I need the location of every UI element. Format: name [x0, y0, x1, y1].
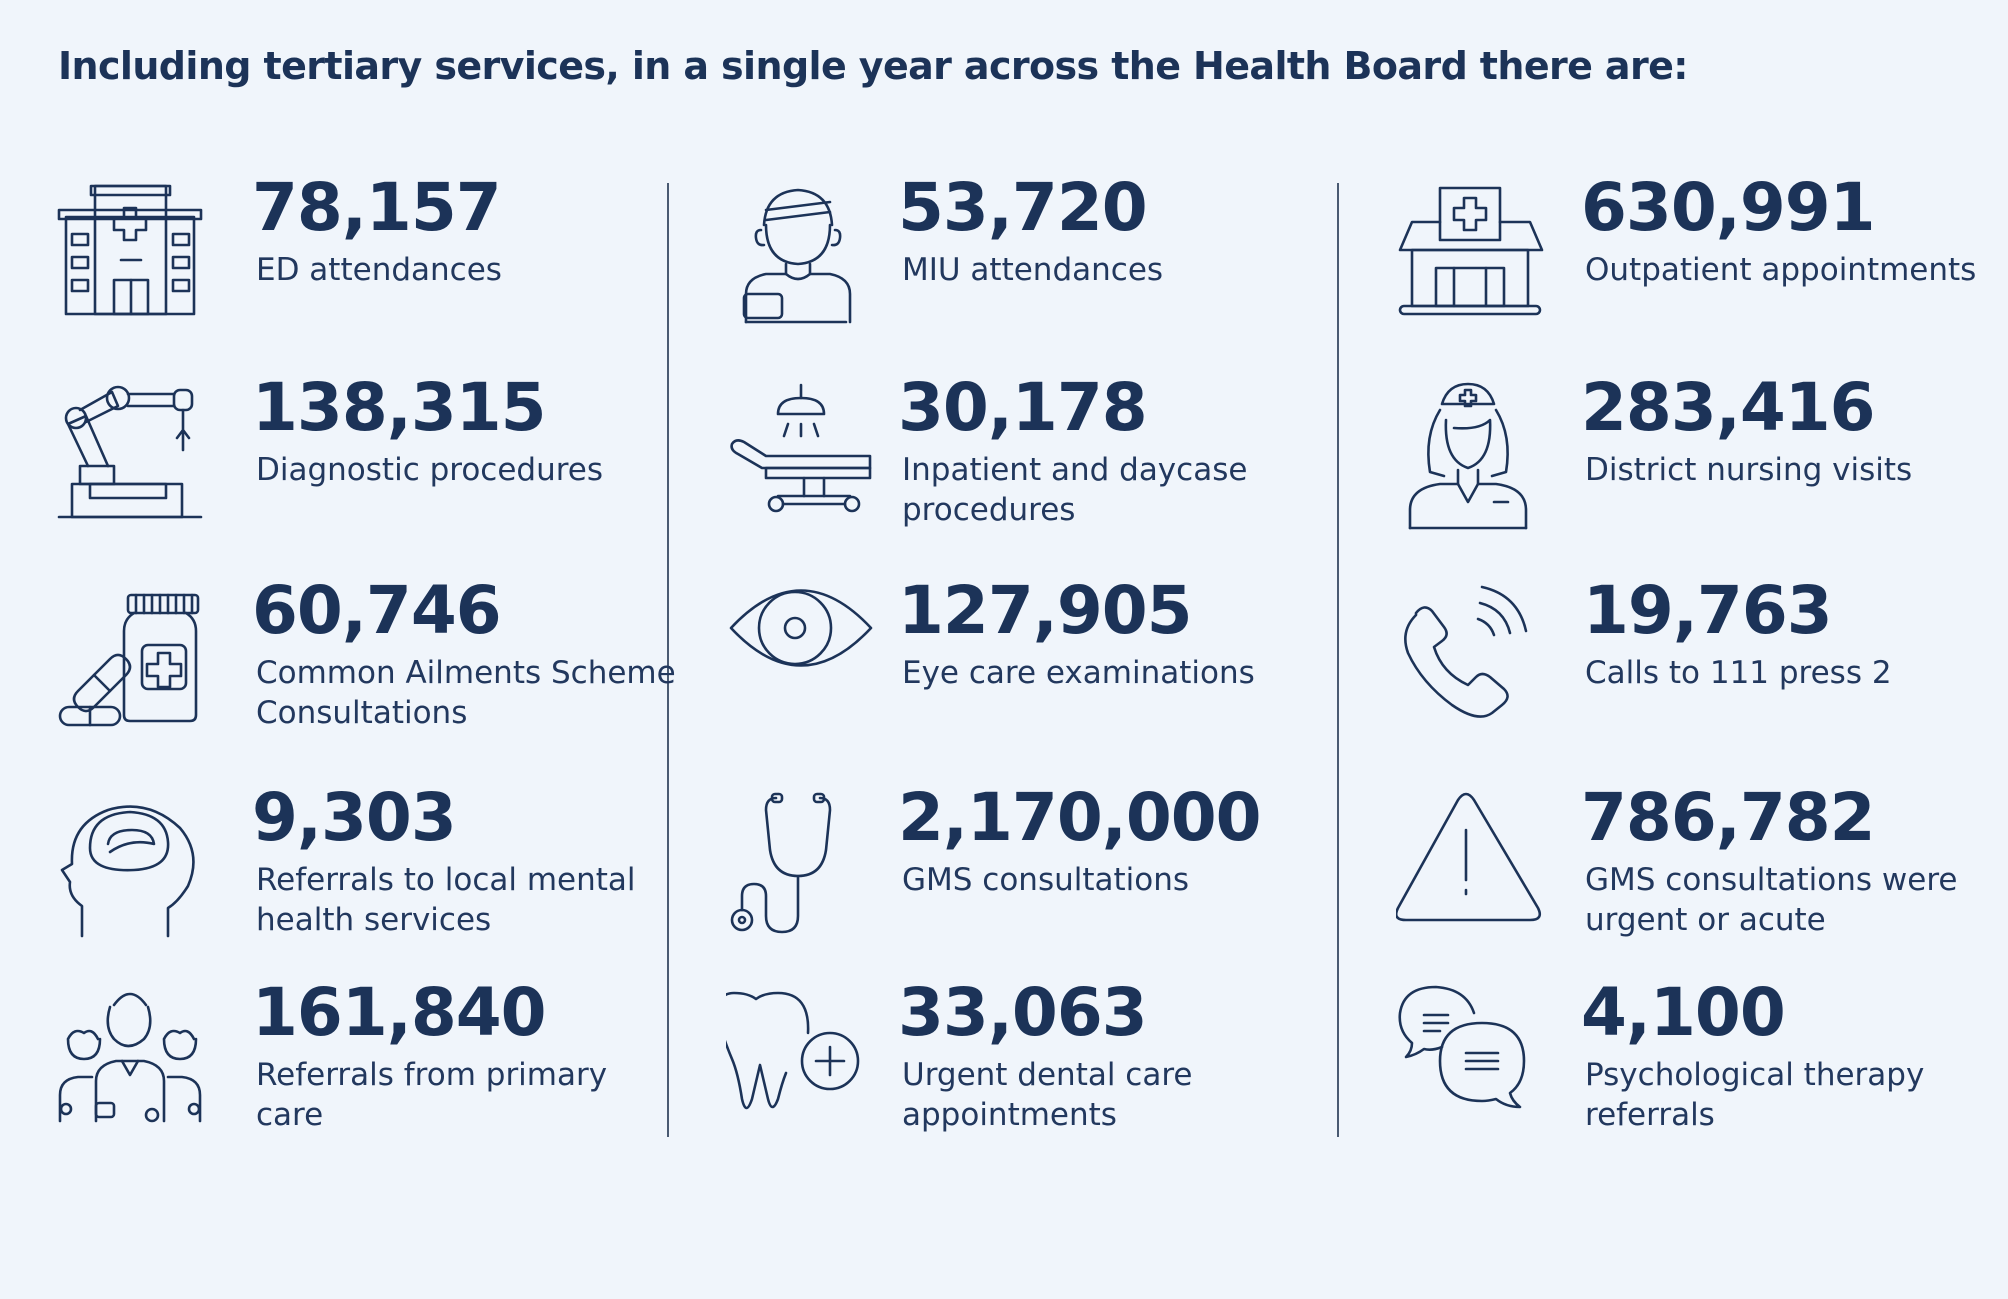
stethoscope-icon	[726, 790, 876, 940]
stat-label: MIU attendances	[902, 252, 1164, 288]
column-divider	[667, 183, 669, 1137]
operating-table-icon	[726, 380, 876, 530]
stat-miu-attendances: 53,720 MIU attendances	[726, 171, 1326, 370]
column-divider	[1337, 183, 1339, 1137]
stat-value: 9,303	[252, 779, 457, 856]
stat-label: Common Ailments Scheme Consultations	[256, 655, 676, 731]
stat-outpatient-appointments: 630,991 Outpatient appointments	[1396, 171, 1996, 370]
stat-label: Eye care examinations	[902, 655, 1255, 691]
stat-label: Referrals to local mental health service…	[256, 862, 636, 938]
stat-mental-health: 9,303 Referrals to local mental health s…	[56, 781, 656, 980]
stat-value: 33,063	[898, 974, 1148, 1051]
stat-value: 630,991	[1581, 169, 1876, 246]
stat-label: Urgent dental care appointments	[902, 1057, 1193, 1133]
medical-team-icon	[56, 985, 206, 1135]
nurse-icon	[1396, 380, 1546, 530]
stat-value: 138,315	[252, 369, 547, 446]
stat-value: 127,905	[898, 572, 1193, 649]
stat-label: GMS consultations	[902, 862, 1190, 898]
stat-inpatient-procedures: 30,178 Inpatient and daycase procedures	[726, 371, 1326, 570]
warning-triangle-icon	[1396, 790, 1546, 940]
stat-district-nursing: 283,416 District nursing visits	[1396, 371, 1996, 570]
robotic-arm-icon	[56, 380, 206, 530]
stat-value: 30,178	[898, 369, 1148, 446]
stat-label: Calls to 111 press 2	[1585, 655, 1892, 691]
stat-label: District nursing visits	[1585, 452, 1913, 488]
stat-common-ailments: 60,746 Common Ailments Scheme Consultati…	[56, 574, 676, 773]
stat-ed-attendances: 78,157 ED attendances	[56, 171, 656, 370]
chat-bubbles-icon	[1396, 985, 1546, 1135]
stat-value: 4,100	[1581, 974, 1786, 1051]
stat-value: 2,170,000	[898, 779, 1262, 856]
stat-label: ED attendances	[256, 252, 502, 288]
stat-value: 78,157	[252, 169, 502, 246]
stat-psychological-therapy: 4,100 Psychological therapy referrals	[1396, 976, 1996, 1175]
stat-value: 60,746	[252, 572, 502, 649]
stat-value: 19,763	[1583, 572, 1833, 649]
stat-calls-111: 19,763 Calls to 111 press 2	[1396, 574, 1996, 773]
stat-label: GMS consultations were urgent or acute	[1585, 862, 1958, 938]
stat-eye-care: 127,905 Eye care examinations	[726, 574, 1326, 773]
stat-gms-consultations: 2,170,000 GMS consultations	[726, 781, 1326, 980]
tooth-plus-icon	[726, 985, 876, 1135]
phone-call-icon	[1396, 583, 1546, 733]
brain-head-icon	[56, 790, 206, 940]
stat-value: 786,782	[1581, 779, 1876, 856]
eye-icon	[726, 583, 876, 733]
page-heading: Including tertiary services, in a single…	[58, 44, 1688, 88]
stat-value: 53,720	[898, 169, 1148, 246]
stat-label: Inpatient and daycase procedures	[902, 452, 1248, 528]
stat-value: 161,840	[252, 974, 547, 1051]
stat-diagnostic-procedures: 138,315 Diagnostic procedures	[56, 371, 656, 570]
stat-label: Psychological therapy referrals	[1585, 1057, 1925, 1133]
stat-label: Outpatient appointments	[1585, 252, 1977, 288]
stat-gms-urgent: 786,782 GMS consultations were urgent or…	[1396, 781, 1996, 980]
medicine-pills-icon	[56, 583, 206, 733]
injured-patient-icon	[726, 180, 876, 330]
stat-label: Referrals from primary care	[256, 1057, 608, 1133]
clinic-building-icon	[1396, 180, 1546, 330]
hospital-icon	[56, 180, 206, 330]
stat-label: Diagnostic procedures	[256, 452, 604, 488]
stat-value: 283,416	[1581, 369, 1876, 446]
stat-primary-care-referrals: 161,840 Referrals from primary care	[56, 976, 656, 1175]
stat-urgent-dental: 33,063 Urgent dental care appointments	[726, 976, 1326, 1175]
